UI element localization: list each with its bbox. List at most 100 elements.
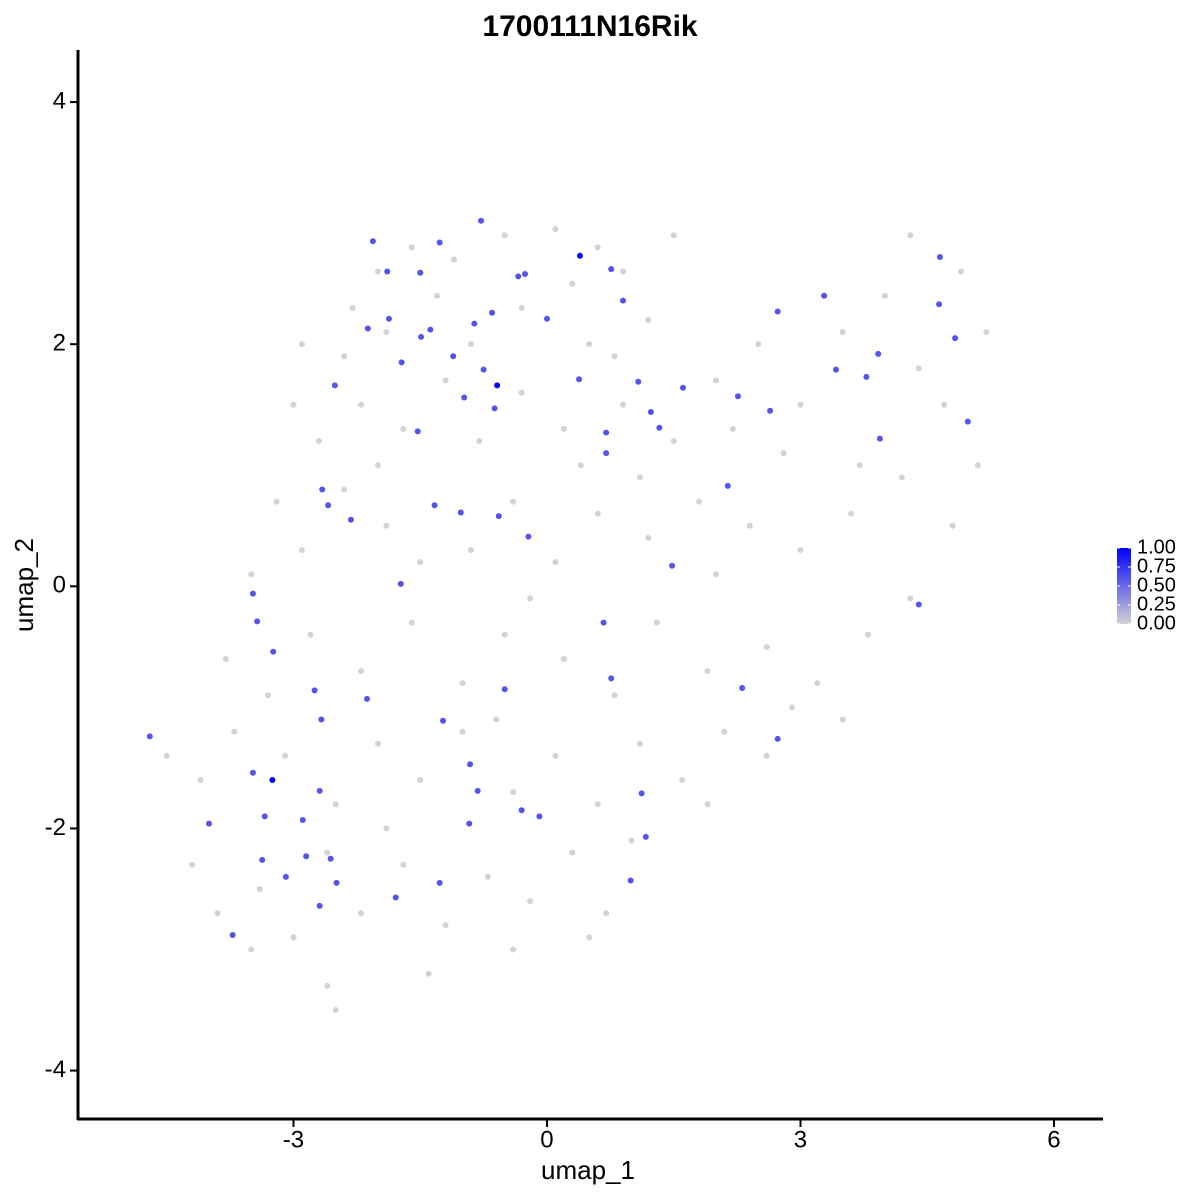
point <box>767 407 774 414</box>
point <box>552 559 559 566</box>
point <box>608 675 615 682</box>
chart-title: 1700111N16Rik <box>482 10 698 43</box>
point <box>780 450 787 457</box>
point <box>214 910 221 917</box>
point <box>949 522 956 529</box>
x-tick-label: -3 <box>283 1126 304 1153</box>
point <box>316 787 323 794</box>
point <box>249 769 256 776</box>
colorbar <box>1117 548 1131 624</box>
point <box>941 401 948 408</box>
point <box>704 801 711 808</box>
point <box>763 752 770 759</box>
point <box>319 486 326 493</box>
point <box>467 761 474 768</box>
point <box>527 595 534 602</box>
point <box>333 879 340 886</box>
point <box>645 534 652 541</box>
colorbar-label: 0.50 <box>1137 574 1176 596</box>
point <box>569 280 576 287</box>
point <box>647 408 654 415</box>
point <box>636 740 643 747</box>
point <box>451 256 458 263</box>
point <box>374 462 381 469</box>
point <box>518 807 525 814</box>
point <box>704 668 711 675</box>
point <box>299 816 306 823</box>
point <box>385 315 392 322</box>
point <box>307 631 314 638</box>
point <box>298 546 305 553</box>
point <box>527 898 534 905</box>
point <box>484 873 491 880</box>
point <box>729 425 736 432</box>
point <box>414 428 421 435</box>
x-tick-label: 6 <box>1047 1126 1060 1153</box>
colorbar-label: 1.00 <box>1137 536 1176 558</box>
point <box>363 695 370 702</box>
point <box>636 474 643 481</box>
point <box>518 304 525 311</box>
y-tick-label: -4 <box>45 1056 66 1083</box>
point <box>392 894 399 901</box>
point <box>577 462 584 469</box>
point <box>620 268 627 275</box>
point <box>848 510 855 517</box>
point <box>501 631 508 638</box>
point <box>282 752 289 759</box>
point <box>418 333 425 340</box>
point <box>231 728 238 735</box>
point <box>261 813 268 820</box>
point <box>265 692 272 699</box>
point <box>431 502 438 509</box>
point <box>397 580 404 587</box>
point <box>369 238 376 245</box>
point <box>436 239 443 246</box>
point <box>442 922 449 929</box>
point <box>560 425 567 432</box>
point <box>146 733 153 740</box>
point <box>325 502 332 509</box>
point <box>311 687 318 694</box>
point <box>552 752 559 759</box>
y-tick-label: 4 <box>53 87 66 114</box>
colorbar-label: 0.00 <box>1137 612 1176 634</box>
point <box>915 601 922 608</box>
point <box>332 1007 339 1014</box>
point <box>638 790 645 797</box>
point <box>510 946 517 953</box>
point <box>789 704 796 711</box>
point <box>417 269 424 276</box>
point <box>478 217 485 224</box>
point <box>569 849 576 856</box>
point <box>620 401 627 408</box>
point <box>324 982 331 989</box>
point <box>248 571 255 578</box>
point <box>332 801 339 808</box>
point <box>248 946 255 953</box>
point <box>256 885 263 892</box>
point <box>839 329 846 336</box>
point <box>510 789 517 796</box>
point <box>494 382 501 389</box>
point <box>229 931 236 938</box>
point <box>656 424 663 431</box>
x-tick-label: 3 <box>794 1126 807 1153</box>
point <box>670 438 677 445</box>
point <box>679 777 686 784</box>
point <box>461 394 468 401</box>
point <box>501 686 508 693</box>
point <box>318 716 325 723</box>
point <box>489 309 496 316</box>
point <box>958 268 965 275</box>
colorbar-label: 0.75 <box>1137 555 1176 577</box>
y-tick-label: 0 <box>53 572 66 599</box>
point <box>282 873 289 880</box>
point <box>501 232 508 239</box>
point <box>653 619 660 626</box>
point <box>620 297 627 304</box>
point <box>865 631 872 638</box>
point <box>341 486 348 493</box>
point <box>347 516 354 523</box>
point <box>425 970 432 977</box>
